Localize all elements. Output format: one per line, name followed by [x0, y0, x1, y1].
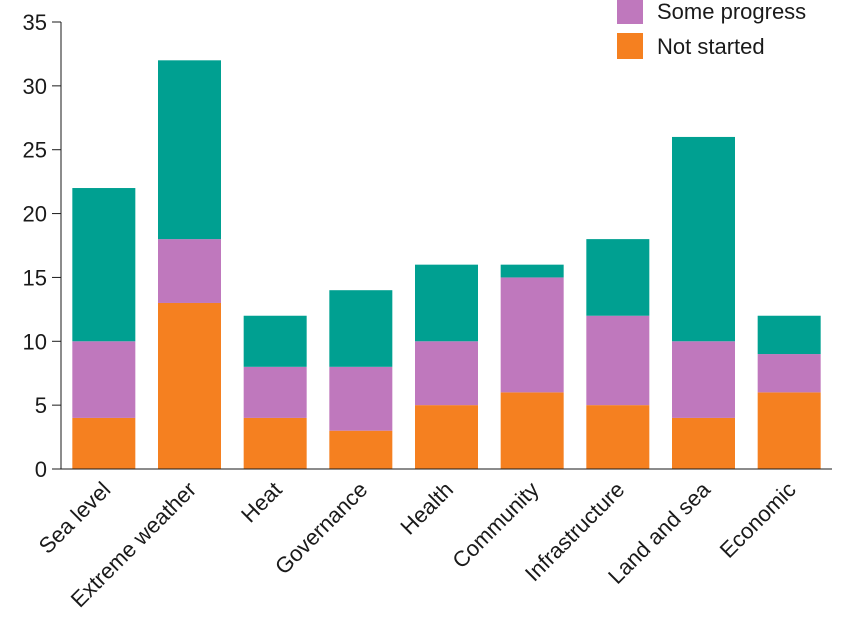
bar-land-and-sea-segment-0: [672, 417, 735, 469]
bar-heat-segment-2: [243, 315, 307, 367]
legend-label-not-started: Not started: [657, 34, 765, 59]
y-tick-label-10: 10: [23, 329, 47, 354]
bar-health-segment-1: [415, 341, 478, 406]
bar-heat-segment-1: [243, 366, 307, 418]
bar-community-segment-0: [500, 392, 564, 469]
y-tick-label-30: 30: [23, 74, 47, 99]
bar-community-segment-2: [500, 264, 564, 278]
x-tick-label-sea-level: Sea level: [34, 477, 116, 559]
bar-sea-level-segment-0: [72, 417, 136, 469]
bar-land-and-sea-segment-2: [672, 136, 735, 342]
bar-infrastructure-segment-1: [586, 315, 650, 406]
bar-economic-segment-0: [757, 392, 821, 469]
bar-extreme-weather-segment-1: [158, 239, 221, 303]
legend-swatch-some-progress: [617, 0, 643, 24]
bars-layer: [72, 60, 821, 469]
bar-governance-segment-1: [329, 366, 393, 431]
bar-extreme-weather-segment-0: [158, 302, 221, 469]
x-tick-label-governance: Governance: [270, 477, 372, 579]
bar-extreme-weather-segment-2: [158, 60, 221, 240]
bar-economic-segment-2: [757, 315, 821, 355]
legend: Some progress Not started: [617, 0, 806, 59]
legend-swatch-not-started: [617, 33, 643, 59]
y-tick-label-35: 35: [23, 10, 47, 35]
y-tick-label-0: 0: [35, 457, 47, 482]
bar-economic-segment-1: [757, 354, 821, 393]
y-tick-label-25: 25: [23, 138, 47, 163]
bar-infrastructure-segment-2: [586, 239, 650, 316]
y-tick-label-20: 20: [23, 202, 47, 227]
bar-sea-level-segment-1: [72, 341, 136, 418]
x-tick-label-heat: Heat: [236, 477, 287, 528]
bar-land-and-sea-segment-1: [672, 341, 735, 418]
bar-governance-segment-0: [329, 430, 393, 469]
bar-health-segment-2: [415, 264, 478, 342]
bar-infrastructure-segment-0: [586, 405, 650, 469]
bar-health-segment-0: [415, 405, 478, 469]
x-tick-label-health: Health: [395, 477, 458, 540]
bar-governance-segment-2: [329, 290, 393, 367]
y-tick-label-5: 5: [35, 393, 47, 418]
bar-heat-segment-0: [243, 417, 307, 469]
bar-sea-level-segment-2: [72, 188, 136, 342]
legend-label-some-progress: Some progress: [657, 0, 806, 24]
x-tick-label-economic: Economic: [715, 477, 801, 563]
y-tick-label-15: 15: [23, 265, 47, 290]
bar-community-segment-1: [500, 277, 564, 393]
